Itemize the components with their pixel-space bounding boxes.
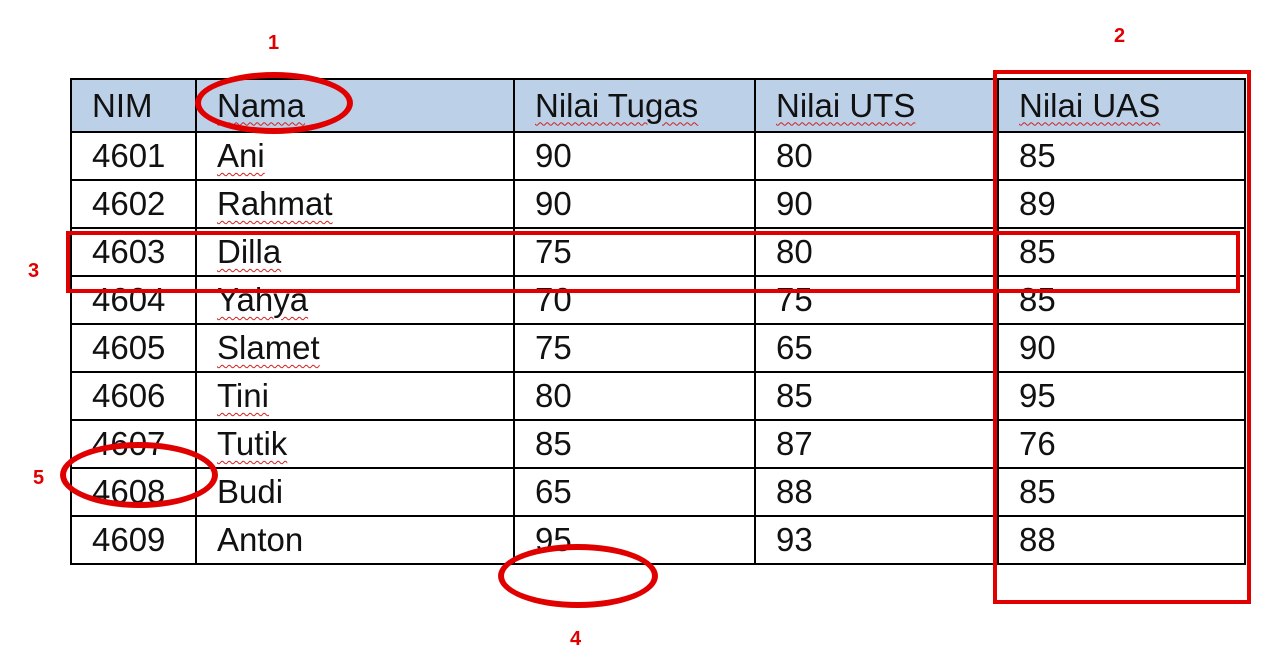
cell-nilai-tugas: 95 xyxy=(513,515,756,565)
cell-nilai-uts: 65 xyxy=(754,323,999,373)
table-row: 4605 Slamet 75 65 90 xyxy=(70,323,1246,373)
header-nim: NIM xyxy=(70,78,197,133)
annotation-label-3: 3 xyxy=(28,260,40,282)
header-nama: Nama xyxy=(195,78,515,133)
cell-nilai-uas: 85 xyxy=(997,275,1246,325)
cell-nilai-uas: 76 xyxy=(997,419,1246,469)
header-nilai-uts-label: Nilai UTS xyxy=(776,86,916,124)
table-row: 4606 Tini 80 85 95 xyxy=(70,371,1246,421)
cell-nilai-uts: 93 xyxy=(754,515,999,565)
table-row: 4602 Rahmat 90 90 89 xyxy=(70,179,1246,229)
annotation-label-1: 1 xyxy=(268,32,280,54)
cell-nim: 4607 xyxy=(70,419,197,469)
cell-nama-text: Slamet xyxy=(217,329,320,366)
header-nilai-uas: Nilai UAS xyxy=(997,78,1246,133)
header-nilai-tugas-label: Nilai Tugas xyxy=(535,86,699,124)
header-nilai-tugas: Nilai Tugas xyxy=(513,78,756,133)
cell-nilai-tugas: 90 xyxy=(513,131,756,181)
cell-nama: Dilla xyxy=(195,227,515,277)
cell-nilai-uts: 88 xyxy=(754,467,999,517)
cell-nama: Anton xyxy=(195,515,515,565)
cell-nama: Rahmat xyxy=(195,179,515,229)
cell-nama-text: Tini xyxy=(217,377,269,414)
cell-nim: 4601 xyxy=(70,131,197,181)
cell-nama: Tini xyxy=(195,371,515,421)
cell-nilai-uas: 89 xyxy=(997,179,1246,229)
header-nilai-uas-label: Nilai UAS xyxy=(1019,86,1161,124)
annotation-label-4: 4 xyxy=(570,628,582,650)
cell-nilai-uas: 85 xyxy=(997,227,1246,277)
annotation-label-2: 2 xyxy=(1114,25,1126,47)
table-row: 4607 Tutik 85 87 76 xyxy=(70,419,1246,469)
cell-nilai-uas: 90 xyxy=(997,323,1246,373)
cell-nilai-tugas: 80 xyxy=(513,371,756,421)
header-nama-label: Nama xyxy=(217,86,306,124)
cell-nama: Budi xyxy=(195,467,515,517)
table-row: 4604 Yahya 70 75 85 xyxy=(70,275,1246,325)
cell-nama: Ani xyxy=(195,131,515,181)
cell-nama-text: Tutik xyxy=(217,425,288,462)
cell-nilai-tugas: 65 xyxy=(513,467,756,517)
cell-nim: 4602 xyxy=(70,179,197,229)
cell-nilai-tugas: 85 xyxy=(513,419,756,469)
cell-nim: 4609 xyxy=(70,515,197,565)
cell-nama-text: Ani xyxy=(217,137,265,174)
cell-nilai-uts: 87 xyxy=(754,419,999,469)
cell-nim: 4604 xyxy=(70,275,197,325)
cell-nilai-uts: 75 xyxy=(754,275,999,325)
cell-nama: Tutik xyxy=(195,419,515,469)
cell-nim: 4603 xyxy=(70,227,197,277)
cell-nilai-tugas: 90 xyxy=(513,179,756,229)
table-row: 4601 Ani 90 80 85 xyxy=(70,131,1246,181)
cell-nilai-uts: 90 xyxy=(754,179,999,229)
cell-nilai-uas: 88 xyxy=(997,515,1246,565)
cell-nilai-uas: 85 xyxy=(997,131,1246,181)
cell-nilai-uts: 85 xyxy=(754,371,999,421)
cell-nama-text: Dilla xyxy=(217,233,282,270)
annotation-label-5: 5 xyxy=(33,467,45,489)
table-row: 4608 Budi 65 88 85 xyxy=(70,467,1246,517)
cell-nilai-uas: 95 xyxy=(997,371,1246,421)
cell-nilai-uts: 80 xyxy=(754,131,999,181)
cell-nilai-tugas: 75 xyxy=(513,323,756,373)
cell-nama: Yahya xyxy=(195,275,515,325)
table-row: 4603 Dilla 75 80 85 xyxy=(70,227,1246,277)
cell-nilai-uas: 85 xyxy=(997,467,1246,517)
cell-nim: 4606 xyxy=(70,371,197,421)
header-nilai-uts: Nilai UTS xyxy=(754,78,999,133)
cell-nim: 4605 xyxy=(70,323,197,373)
cell-nama-text: Rahmat xyxy=(217,185,333,222)
cell-nilai-tugas: 70 xyxy=(513,275,756,325)
cell-nim: 4608 xyxy=(70,467,197,517)
table-row: 4609 Anton 95 93 88 xyxy=(70,515,1246,565)
student-grades-table: NIM Nama Nilai Tugas Nilai UTS Nilai UAS… xyxy=(70,78,1246,565)
cell-nama-text: Yahya xyxy=(217,281,309,318)
cell-nilai-tugas: 75 xyxy=(513,227,756,277)
cell-nilai-uts: 80 xyxy=(754,227,999,277)
cell-nama: Slamet xyxy=(195,323,515,373)
header-row: NIM Nama Nilai Tugas Nilai UTS Nilai UAS xyxy=(70,78,1246,133)
